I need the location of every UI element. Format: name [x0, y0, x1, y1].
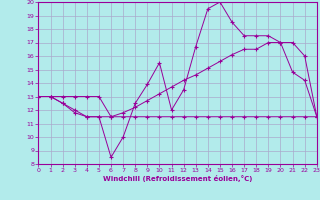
- X-axis label: Windchill (Refroidissement éolien,°C): Windchill (Refroidissement éolien,°C): [103, 175, 252, 182]
